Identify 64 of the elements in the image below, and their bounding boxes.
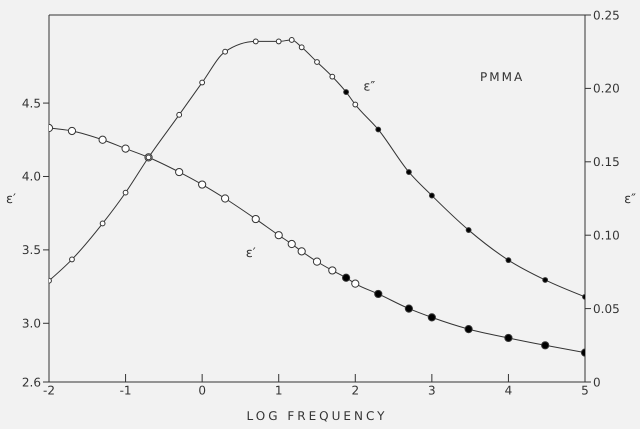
x-axis-title: LOG FREQUENCY	[246, 409, 388, 423]
x-tick-label: 3	[428, 384, 436, 398]
point	[69, 256, 75, 262]
annotation: PMMA	[480, 70, 524, 84]
x-tick-label: 4	[504, 384, 512, 398]
point	[374, 290, 382, 298]
x-tick-label: -2	[43, 384, 55, 398]
point	[298, 247, 306, 256]
point	[276, 38, 282, 44]
point	[352, 102, 358, 108]
point	[506, 257, 512, 264]
y2-tick-label: 0.20	[593, 82, 620, 96]
y-tick-label: 2.6	[22, 375, 41, 390]
point	[68, 126, 76, 136]
point	[542, 277, 548, 283]
x-tick-label: -1	[120, 384, 132, 398]
x-tick-label: 1	[274, 384, 283, 398]
point	[175, 168, 184, 176]
y-tick-label: 4.0	[22, 170, 41, 184]
point	[274, 231, 283, 240]
x-tick-label: 5	[581, 384, 589, 398]
point	[314, 59, 320, 65]
series-label: ε″	[363, 80, 376, 95]
point	[298, 44, 305, 50]
point	[375, 126, 382, 132]
point	[122, 190, 128, 196]
point	[252, 214, 260, 224]
y2-axis-title: ε″	[624, 192, 636, 208]
point	[541, 341, 550, 350]
point	[199, 80, 206, 86]
point	[464, 325, 473, 334]
point	[176, 112, 182, 118]
y-tick-label: 3.0	[22, 316, 41, 331]
series-label: ε′	[246, 246, 256, 262]
point	[222, 48, 228, 55]
point	[342, 274, 350, 282]
point	[351, 280, 360, 288]
y-tick-label: 3.5	[22, 243, 41, 258]
point	[466, 227, 472, 233]
point	[312, 258, 322, 266]
point	[100, 220, 106, 226]
point	[406, 169, 412, 175]
x-tick-label: 2	[351, 384, 360, 398]
point	[428, 313, 436, 322]
x-tick-label: 0	[198, 384, 206, 398]
point	[504, 334, 513, 342]
point	[404, 304, 413, 313]
point	[98, 136, 107, 144]
point	[198, 180, 206, 189]
point	[343, 89, 349, 95]
y2-tick-label: 0.15	[593, 155, 620, 170]
y2-tick-label: 0.25	[593, 8, 620, 22]
y2-tick-label: 0.10	[593, 228, 620, 242]
point	[221, 194, 230, 203]
point	[121, 144, 130, 153]
y-axis-title: ε′	[6, 192, 16, 208]
point	[252, 38, 259, 44]
point	[328, 266, 336, 275]
point	[288, 240, 296, 248]
point	[288, 37, 295, 43]
y2-tick-label: 0.05	[593, 302, 620, 316]
point	[428, 192, 435, 198]
y-tick-label: 4.5	[22, 96, 41, 110]
point	[329, 74, 336, 80]
